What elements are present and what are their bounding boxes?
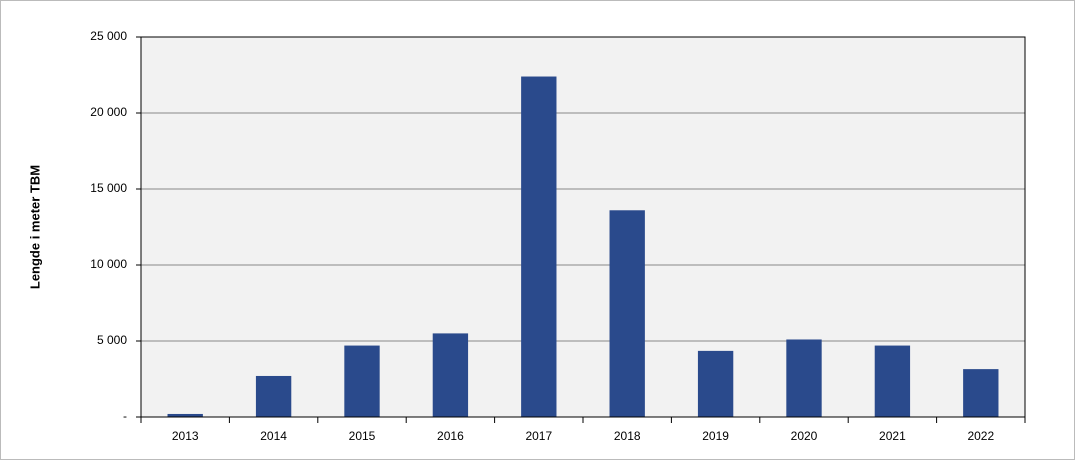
bar — [609, 210, 645, 417]
x-tick-label: 2019 — [702, 429, 729, 443]
x-tick-label: 2021 — [879, 429, 906, 443]
bar — [344, 345, 380, 417]
y-tick-label: - — [123, 409, 127, 423]
y-axis-label: Lengde i meter TBM — [27, 165, 42, 289]
y-tick-label: 10 000 — [90, 257, 127, 271]
plot-border — [140, 36, 1026, 418]
y-tick-label: 5 000 — [97, 333, 127, 347]
bar — [521, 76, 557, 418]
bar — [167, 413, 203, 417]
x-tick-label: 2015 — [349, 429, 376, 443]
bar — [432, 333, 469, 417]
bar — [697, 350, 734, 417]
y-tick-label: 15 000 — [90, 181, 127, 195]
bar — [786, 339, 822, 417]
bar — [963, 369, 999, 417]
x-tick-label: 2014 — [260, 429, 287, 443]
bar — [874, 345, 911, 417]
y-tick-label: 20 000 — [90, 105, 127, 119]
x-tick-label: 2022 — [967, 429, 994, 443]
x-tick-label: 2017 — [525, 429, 552, 443]
x-tick-label: 2020 — [791, 429, 818, 443]
x-tick-label: 2018 — [614, 429, 641, 443]
x-tick-label: 2013 — [172, 429, 199, 443]
bar — [255, 375, 292, 417]
x-tick-label: 2016 — [437, 429, 464, 443]
y-tick-label: 25 000 — [90, 29, 127, 43]
